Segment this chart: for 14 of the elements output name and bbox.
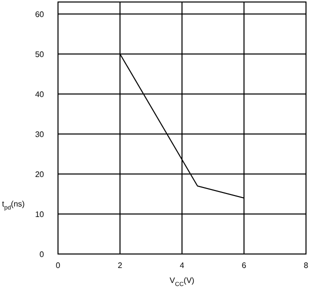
x-tick-label: 4 — [180, 261, 185, 270]
x-tick-label: 8 — [304, 261, 309, 270]
x-tick-label: 2 — [118, 261, 123, 270]
y-axis-title: t$_{pd}$(ns) — [2, 200, 26, 212]
y-tick-label: 0 — [40, 250, 45, 259]
y-tick-label: 60 — [35, 10, 45, 19]
y-tick-label: 10 — [35, 210, 45, 219]
y-tick-label: 30 — [35, 130, 45, 139]
y-tick-label: 40 — [35, 90, 45, 99]
x-axis-title: V$_{CC}$(V) — [170, 276, 195, 288]
x-tick-label: 0 — [56, 261, 61, 270]
x-tick-label: 6 — [242, 261, 247, 270]
y-tick-label: 20 — [35, 170, 45, 179]
y-tick-label: 50 — [35, 50, 45, 59]
